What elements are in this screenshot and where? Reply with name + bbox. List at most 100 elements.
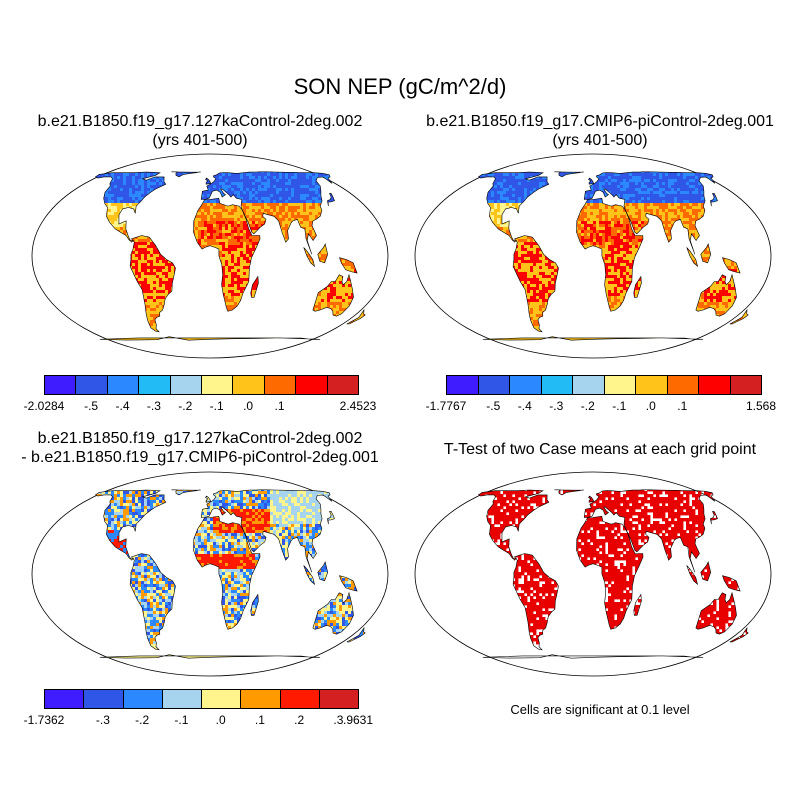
grid-cell xyxy=(84,152,87,155)
grid-cell xyxy=(234,293,238,297)
grid-cell xyxy=(147,311,151,315)
grid-cell xyxy=(48,323,51,326)
grid-cell xyxy=(114,356,117,359)
grid-cell xyxy=(150,263,154,267)
grid-cell xyxy=(150,242,154,246)
grid-cell xyxy=(237,191,241,195)
grid-cell xyxy=(36,158,39,161)
grid-cell xyxy=(231,284,235,288)
grid-cell xyxy=(69,170,72,173)
grid-cell xyxy=(237,248,241,252)
grid-cell xyxy=(228,239,232,243)
grid-cell xyxy=(234,266,238,270)
grid-cell xyxy=(78,173,81,176)
grid-cell xyxy=(201,224,205,228)
grid-cell xyxy=(234,251,238,255)
grid-cell xyxy=(165,281,169,285)
grid-cell xyxy=(126,347,129,350)
grid-cell xyxy=(153,356,156,359)
grid-cell xyxy=(162,257,166,261)
grid-cell xyxy=(228,224,232,228)
grid-cell xyxy=(81,170,84,173)
grid-cell xyxy=(240,287,244,291)
grid-cell xyxy=(75,326,78,329)
grid-cell xyxy=(108,206,112,210)
grid-cell xyxy=(39,311,42,314)
grid-cell xyxy=(216,236,220,240)
grid-cell xyxy=(99,356,102,359)
grid-cell xyxy=(165,287,169,291)
grid-cell xyxy=(135,251,139,255)
grid-cell xyxy=(81,329,84,332)
grid-cell xyxy=(231,248,235,252)
grid-cell xyxy=(126,353,129,356)
grid-cell xyxy=(132,203,136,207)
panel-2-years: (yrs 401-500) xyxy=(400,131,800,150)
grid-cell xyxy=(84,356,87,359)
grid-cell xyxy=(132,179,136,183)
grid-cell xyxy=(42,320,45,323)
grid-cell xyxy=(69,182,72,185)
grid-cell xyxy=(225,260,229,264)
grid-cell xyxy=(126,185,130,189)
grid-cell xyxy=(84,176,87,179)
grid-cell xyxy=(129,194,133,198)
grid-cell xyxy=(45,359,48,360)
grid-cell xyxy=(225,296,229,300)
grid-cell xyxy=(30,356,33,359)
grid-cell xyxy=(135,260,139,264)
grid-cell xyxy=(219,182,223,186)
grid-cell xyxy=(96,350,99,353)
panel-1-case-name: b.e21.B1850.f19_g17.127kaControl-2deg.00… xyxy=(0,112,400,131)
grid-cell xyxy=(57,332,60,335)
grid-cell xyxy=(99,155,102,158)
grid-cell xyxy=(228,245,232,249)
grid-cell xyxy=(198,209,202,213)
grid-cell xyxy=(156,182,160,186)
grid-cell xyxy=(72,356,75,359)
grid-cell xyxy=(60,359,63,360)
grid-cell xyxy=(117,188,121,192)
grid-cell xyxy=(93,164,96,167)
grid-cell xyxy=(138,338,142,341)
grid-cell xyxy=(150,356,153,359)
grid-cell xyxy=(90,341,93,344)
grid-cell xyxy=(30,167,33,170)
grid-cell xyxy=(237,209,241,213)
grid-cell xyxy=(48,353,51,356)
grid-cell xyxy=(75,341,78,344)
grid-cell xyxy=(123,350,126,353)
grid-cell xyxy=(126,359,129,360)
grid-cell xyxy=(138,359,141,360)
grid-cell xyxy=(141,269,145,273)
grid-cell xyxy=(150,185,154,189)
grid-cell xyxy=(99,347,102,350)
grid-cell xyxy=(237,173,241,177)
grid-cell xyxy=(231,221,235,225)
grid-cell xyxy=(51,359,54,360)
grid-cell xyxy=(231,305,235,309)
grid-cell xyxy=(129,152,132,155)
grid-cell xyxy=(129,173,133,177)
grid-cell xyxy=(33,293,36,296)
grid-cell xyxy=(138,185,142,189)
grid-cell xyxy=(228,191,232,195)
grid-cell xyxy=(150,152,153,155)
grid-cell xyxy=(150,299,154,303)
grid-cell xyxy=(48,302,51,305)
grid-cell xyxy=(69,155,72,158)
grid-cell xyxy=(138,278,142,282)
grid-cell xyxy=(57,347,60,350)
grid-cell xyxy=(42,155,45,158)
grid-cell xyxy=(213,224,217,228)
grid-cell xyxy=(237,293,241,297)
grid-cell xyxy=(120,203,124,207)
grid-cell xyxy=(228,281,232,285)
grid-cell xyxy=(54,311,57,314)
grid-cell xyxy=(201,194,205,198)
grid-cell xyxy=(240,293,244,297)
grid-cell xyxy=(66,179,69,182)
grid-cell xyxy=(168,359,171,360)
grid-cell xyxy=(75,152,78,155)
grid-cell xyxy=(138,353,141,356)
